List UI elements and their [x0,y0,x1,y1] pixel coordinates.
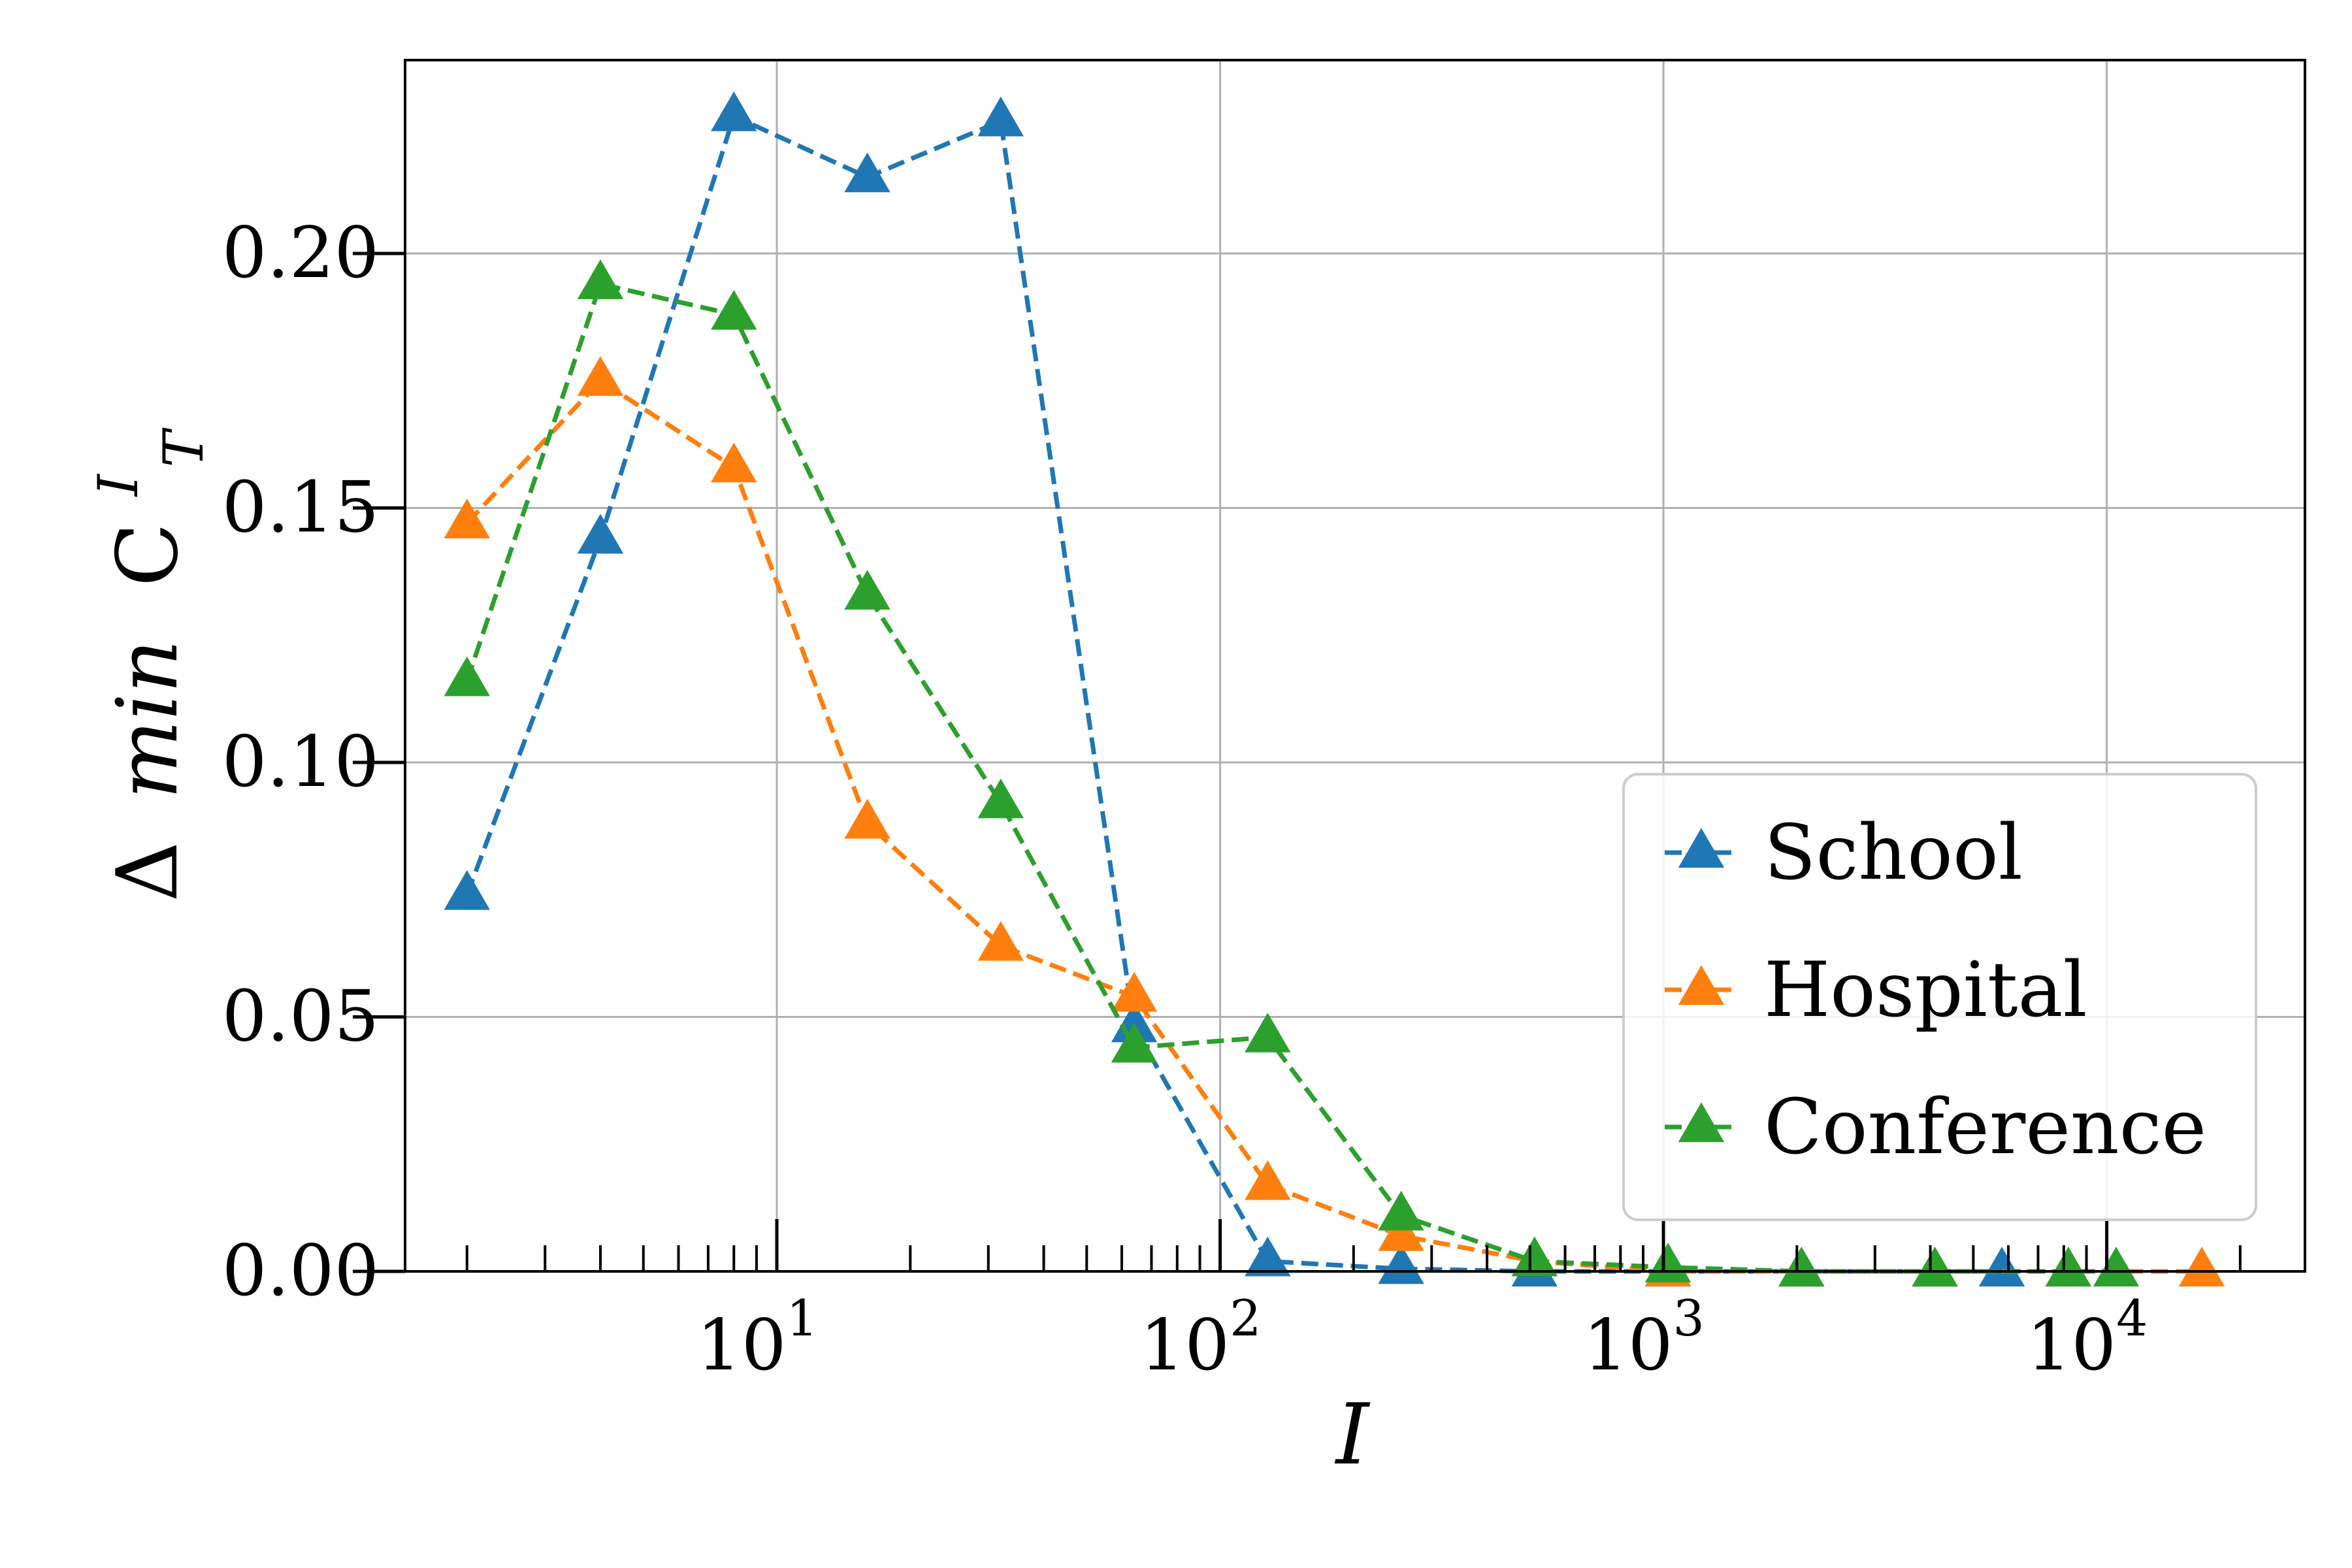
legend-label: School [1764,809,2023,897]
data-point-conference [1111,1022,1158,1063]
x-tick-base: 10 [696,1305,786,1386]
data-point-conference [1511,1236,1558,1277]
x-tick-label: 104 [2027,1289,2148,1386]
data-point-school [1111,1002,1158,1043]
y-tick-label: 0.00 [222,1230,379,1312]
x-tick-exponent: 2 [1230,1289,1261,1347]
y-tick-label: 0.05 [222,976,379,1058]
data-point-school [844,152,890,193]
legend-marker [1678,828,1725,868]
y-label-subscript: T [152,427,216,467]
data-point-school [1378,1244,1424,1284]
legend-box [1622,773,2257,1221]
ticks [353,252,2242,1273]
data-point-conference [1912,1247,1958,1287]
data-point-conference [1644,1243,1691,1282]
y-label-delta: Δ [99,841,197,902]
x-tick-exponent: 4 [2116,1289,2148,1347]
data-point-hospital [711,442,757,483]
data-point-school [977,96,1024,137]
y-tick-label: 0.20 [222,212,379,294]
y-tick-label: 0.10 [222,721,379,803]
data-point-school [711,91,757,131]
data-point-conference [1245,1012,1291,1053]
data-point-school [1978,1247,2025,1287]
data-point-conference [1378,1190,1424,1231]
y-label-symbol: C [99,523,197,587]
data-point-school [444,870,490,910]
x-tick-label: 102 [1140,1289,1262,1386]
x-tick-exponent: 3 [1673,1289,1705,1347]
data-point-hospital [977,921,1024,961]
legend-label: Hospital [1764,946,2087,1034]
legend: School Hospital Conference [1622,773,2257,1221]
data-point-conference [844,570,890,610]
data-point-conference [711,289,757,330]
data-point-hospital [444,498,490,538]
y-tick-label: 0.15 [222,467,379,549]
x-tick-exponent: 1 [787,1289,818,1347]
data-point-conference [577,259,624,299]
data-point-hospital [2178,1247,2225,1287]
data-point-hospital [1111,972,1158,1012]
data-point-conference [977,778,1024,819]
data-point-school [1245,1236,1291,1277]
data-point-conference [1778,1247,1825,1287]
data-point-conference [2045,1247,2092,1287]
legend-marker [1678,965,1725,1005]
data-point-school [577,514,624,554]
x-tick-base: 10 [1140,1305,1230,1386]
plot-frame [404,59,2306,1273]
data-point-hospital [577,356,624,396]
data-point-hospital [1378,1211,1424,1251]
x-tick-base: 10 [2027,1305,2116,1386]
y-label-superscript: I [86,473,150,497]
x-tick-label: 101 [696,1289,818,1386]
data-point-hospital [844,798,890,839]
legend-marker [1678,1102,1725,1143]
legend-entries: School Hospital Conference [1665,809,2206,1171]
y-label-min: min [99,640,197,800]
data-point-conference [444,656,490,696]
data-point-conference [2093,1247,2140,1287]
data-point-hospital [1245,1160,1291,1200]
x-tick-base: 10 [1583,1305,1673,1386]
y-axis-label: Δ min C I T [60,427,216,902]
x-tick-label: 103 [1583,1289,1705,1386]
legend-label: Conference [1764,1083,2206,1171]
x-axis-label: I [1335,1386,1371,1484]
